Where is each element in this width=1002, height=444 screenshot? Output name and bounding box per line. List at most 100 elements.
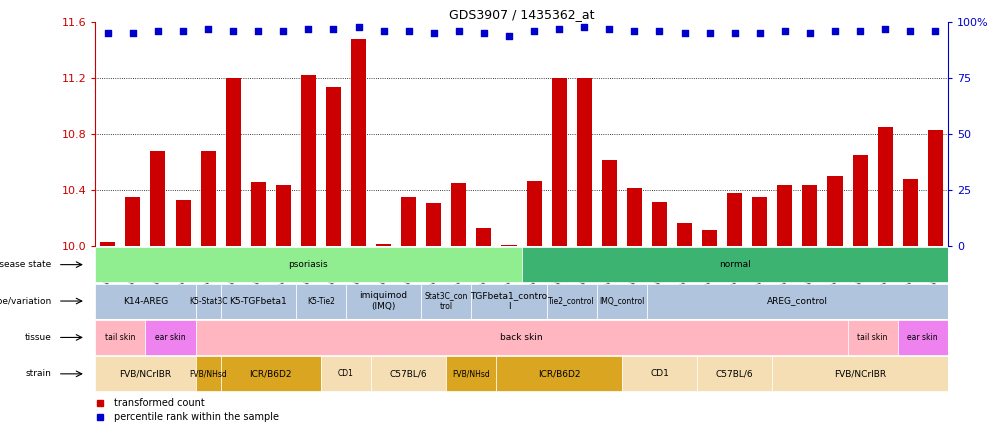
Title: GDS3907 / 1435362_at: GDS3907 / 1435362_at bbox=[448, 8, 594, 21]
Bar bbox=[220, 357, 321, 391]
Point bbox=[426, 30, 442, 37]
Bar bbox=[927, 130, 942, 246]
Bar bbox=[95, 284, 195, 318]
Text: percentile rank within the sample: percentile rank within the sample bbox=[114, 412, 279, 422]
Text: tail skin: tail skin bbox=[105, 333, 135, 342]
Bar bbox=[546, 284, 596, 318]
Point bbox=[902, 28, 918, 35]
Text: ICR/B6D2: ICR/B6D2 bbox=[537, 369, 580, 378]
Text: TGFbeta1_contro
l: TGFbeta1_contro l bbox=[470, 291, 547, 311]
Point bbox=[276, 28, 292, 35]
Text: disease state: disease state bbox=[0, 260, 51, 269]
Bar bbox=[596, 284, 646, 318]
Bar bbox=[877, 127, 892, 246]
Bar bbox=[852, 155, 867, 246]
Point bbox=[175, 28, 191, 35]
Bar bbox=[476, 228, 491, 246]
Bar bbox=[195, 320, 847, 355]
Bar bbox=[847, 320, 897, 355]
Text: tissue: tissue bbox=[24, 333, 51, 342]
Text: C57BL/6: C57BL/6 bbox=[715, 369, 753, 378]
Bar bbox=[95, 357, 195, 391]
Bar bbox=[95, 247, 521, 282]
Point bbox=[526, 28, 542, 35]
Bar bbox=[471, 284, 546, 318]
Bar bbox=[100, 242, 115, 246]
Point bbox=[100, 30, 116, 37]
Bar bbox=[551, 78, 566, 246]
Point bbox=[301, 25, 317, 32]
Point bbox=[576, 23, 592, 30]
Point bbox=[501, 32, 517, 39]
Text: C57BL/6: C57BL/6 bbox=[390, 369, 427, 378]
Bar bbox=[351, 39, 366, 246]
Point bbox=[551, 25, 567, 32]
Bar bbox=[95, 320, 145, 355]
Point bbox=[725, 30, 741, 37]
Text: FVB/NHsd: FVB/NHsd bbox=[189, 369, 226, 378]
Point bbox=[401, 28, 417, 35]
Bar bbox=[451, 183, 466, 246]
Text: FVB/NCrIBR: FVB/NCrIBR bbox=[119, 369, 171, 378]
Text: FVB/NCrIBR: FVB/NCrIBR bbox=[834, 369, 885, 378]
Point bbox=[451, 28, 467, 35]
Bar bbox=[526, 181, 541, 246]
Text: transformed count: transformed count bbox=[114, 398, 204, 408]
Bar bbox=[521, 247, 947, 282]
Point bbox=[125, 30, 141, 37]
Bar bbox=[646, 284, 947, 318]
Bar bbox=[576, 78, 591, 246]
Point bbox=[852, 28, 868, 35]
Text: IMQ_control: IMQ_control bbox=[598, 297, 644, 305]
Point bbox=[476, 30, 492, 37]
Point bbox=[200, 25, 216, 32]
Point bbox=[651, 28, 667, 35]
Point bbox=[351, 23, 367, 30]
Bar bbox=[621, 357, 696, 391]
Bar bbox=[220, 284, 296, 318]
Text: FVB/NHsd: FVB/NHsd bbox=[452, 369, 490, 378]
Bar bbox=[376, 244, 391, 246]
Bar bbox=[175, 200, 190, 246]
Point bbox=[250, 28, 267, 35]
Point bbox=[927, 28, 943, 35]
Bar bbox=[401, 198, 416, 246]
Bar bbox=[446, 357, 496, 391]
Bar bbox=[195, 357, 220, 391]
Bar bbox=[752, 198, 767, 246]
Bar bbox=[651, 202, 666, 246]
Point bbox=[802, 30, 818, 37]
Bar bbox=[496, 357, 621, 391]
Text: ICR/B6D2: ICR/B6D2 bbox=[249, 369, 292, 378]
Text: imiquimod
(IMQ): imiquimod (IMQ) bbox=[360, 291, 407, 311]
Text: AREG_control: AREG_control bbox=[767, 297, 827, 305]
Text: back skin: back skin bbox=[500, 333, 542, 342]
Bar bbox=[902, 179, 917, 246]
Text: psoriasis: psoriasis bbox=[289, 260, 328, 269]
Point bbox=[150, 28, 166, 35]
Bar bbox=[701, 230, 716, 246]
Point bbox=[876, 25, 893, 32]
Bar bbox=[897, 320, 947, 355]
Bar bbox=[276, 185, 291, 246]
Bar bbox=[827, 176, 842, 246]
Point bbox=[752, 30, 768, 37]
Bar bbox=[601, 159, 616, 246]
Bar bbox=[195, 284, 220, 318]
Text: Stat3C_con
trol: Stat3C_con trol bbox=[424, 291, 468, 311]
Point bbox=[777, 28, 793, 35]
Bar bbox=[200, 151, 215, 246]
Bar bbox=[321, 357, 371, 391]
Bar bbox=[296, 284, 346, 318]
Bar bbox=[772, 357, 947, 391]
Bar bbox=[726, 193, 741, 246]
Text: CD1: CD1 bbox=[649, 369, 668, 378]
Point bbox=[376, 28, 392, 35]
Text: K5-Tie2: K5-Tie2 bbox=[307, 297, 335, 305]
Text: tail skin: tail skin bbox=[857, 333, 887, 342]
Point bbox=[225, 28, 241, 35]
Bar bbox=[326, 87, 341, 246]
Text: genotype/variation: genotype/variation bbox=[0, 297, 51, 305]
Bar bbox=[301, 75, 316, 246]
Point bbox=[326, 25, 342, 32]
